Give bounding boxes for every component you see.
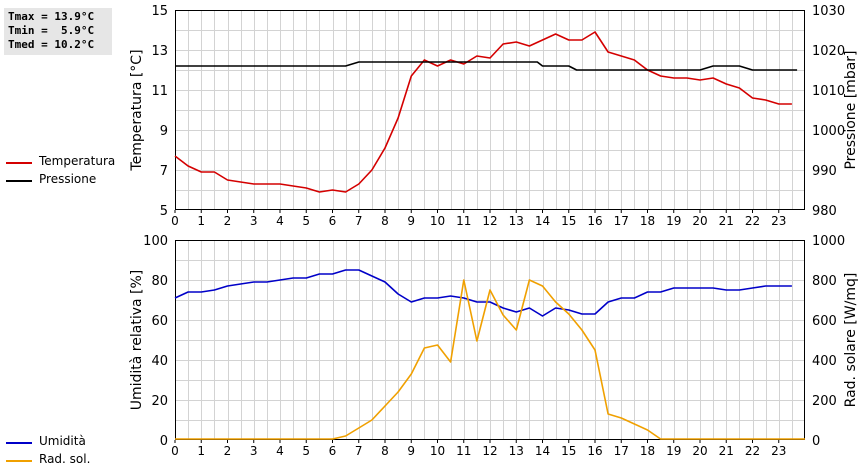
- tmin-label: Tmin = 5.9°C: [8, 24, 95, 37]
- x-tick-label: 6: [329, 444, 337, 458]
- y2-axis-title: Pressione [mbar]: [843, 50, 859, 169]
- x-tick-label: 1: [197, 444, 205, 458]
- x-tick-label: 5: [302, 444, 310, 458]
- chart-panel-hum: 0 1 2 3 4 5 6 7 8 9 10 11 12 13 14 15 16 17 18 19 20 21 22 2302…: [129, 234, 859, 458]
- stats-box: Tmax = 13.9°C Tmin = 5.9°C Tmed = 10.2°C: [4, 8, 112, 55]
- x-tick-label: 18: [640, 214, 655, 228]
- x-tick-label: 4: [276, 444, 284, 458]
- x-tick-label: 0: [171, 444, 179, 458]
- y-tick-label: 15: [151, 4, 168, 19]
- x-tick-label: 9: [407, 214, 415, 228]
- y-axis-title: Temperatura [°C]: [129, 49, 145, 171]
- series-line-umidit: [174, 269, 792, 317]
- x-tick-label: 21: [719, 444, 734, 458]
- x-tick-label: 20: [692, 444, 707, 458]
- legend-swatch-humidity: [6, 442, 32, 444]
- x-tick-label: 12: [482, 214, 497, 228]
- tmax-label: Tmax = 13.9°C: [8, 10, 95, 23]
- x-tick-label: 14: [535, 214, 550, 228]
- y2-tick-label: 600: [812, 314, 837, 329]
- legend-label-humidity: Umidità: [39, 434, 86, 448]
- tmed-label: Tmed = 10.2°C: [8, 38, 95, 51]
- x-tick-label: 14: [535, 444, 550, 458]
- y-tick-label: 7: [160, 164, 168, 179]
- x-tick-label: 13: [509, 214, 524, 228]
- x-tick-label: 19: [666, 444, 681, 458]
- x-tick-label: 6: [329, 214, 337, 228]
- y2-tick-label: 400: [812, 354, 837, 369]
- y-tick-label: 40: [151, 354, 168, 369]
- y2-tick-label: 0: [812, 434, 820, 449]
- series-line-rad-sol: [175, 279, 805, 440]
- x-tick-label: 7: [355, 214, 363, 228]
- y2-tick-label: 1020: [812, 44, 845, 59]
- x-tick-label: 8: [381, 214, 389, 228]
- x-tick-label: 2: [224, 444, 232, 458]
- x-tick-label: 23: [771, 214, 786, 228]
- y-tick-label: 60: [151, 314, 168, 329]
- x-tick-label: 4: [276, 214, 284, 228]
- y2-tick-label: 980: [812, 204, 837, 219]
- y2-tick-label: 1010: [812, 84, 845, 99]
- y2-tick-label: 800: [812, 274, 837, 289]
- y2-tick-label: 990: [812, 164, 837, 179]
- y2-tick-label: 1000: [812, 124, 845, 139]
- legend-label-pressure: Pressione: [39, 172, 97, 186]
- x-tick-label: 8: [381, 444, 389, 458]
- legend-label-temperature: Temperatura: [39, 154, 116, 168]
- x-tick-label: 11: [456, 444, 471, 458]
- y-axis-title: Umidità relativa [%]: [129, 270, 145, 411]
- chart-panel-temp: 0 1 2 3 4 5 6 7 8 9 10 11 12 13 14 15 16 17 18 19 20 21 22 2357…: [129, 4, 859, 228]
- x-tick-label: 15: [561, 214, 576, 228]
- x-tick-label: 22: [745, 214, 760, 228]
- y-tick-label: 11: [151, 84, 168, 99]
- legend-swatch-radiation: [6, 460, 32, 462]
- x-tick-label: 17: [614, 214, 629, 228]
- weather-charts: 0 1 2 3 4 5 6 7 8 9 10 11 12 13 14 15 16 17 18 19 20 21 22 2357…: [129, 4, 859, 458]
- x-tick-label: 19: [666, 214, 681, 228]
- x-tick-label: 7: [355, 444, 363, 458]
- x-tick-label: 17: [614, 444, 629, 458]
- y-tick-label: 20: [151, 394, 168, 409]
- y-tick-label: 5: [160, 204, 168, 219]
- x-tick-label: 3: [250, 444, 258, 458]
- x-tick-label: 10: [430, 214, 445, 228]
- y2-tick-label: 1030: [812, 4, 845, 19]
- x-tick-label: 1: [197, 214, 205, 228]
- y-tick-label: 9: [160, 124, 168, 139]
- x-tick-label: 16: [587, 214, 602, 228]
- x-tick-label: 23: [771, 444, 786, 458]
- x-tick-label: 3: [250, 214, 258, 228]
- x-tick-label: 21: [719, 214, 734, 228]
- x-tick-label: 18: [640, 444, 655, 458]
- x-tick-label: 2: [224, 214, 232, 228]
- y-tick-label: 0: [160, 434, 168, 449]
- series-line-pressione: [175, 61, 798, 71]
- x-tick-label: 13: [509, 444, 524, 458]
- y2-tick-label: 200: [812, 394, 837, 409]
- x-tick-label: 9: [407, 444, 415, 458]
- x-tick-label: 5: [302, 214, 310, 228]
- x-tick-label: 15: [561, 444, 576, 458]
- plot-frame: [175, 10, 805, 210]
- y2-axis-title: Rad. solare [W/mq]: [843, 273, 859, 408]
- plot-frame: [175, 240, 805, 440]
- x-tick-label: 22: [745, 444, 760, 458]
- x-tick-label: 12: [482, 444, 497, 458]
- x-tick-label: 0: [171, 214, 179, 228]
- x-tick-label: 20: [692, 214, 707, 228]
- y2-tick-label: 1000: [812, 234, 845, 249]
- legend-swatch-pressure: [6, 180, 32, 182]
- y-tick-label: 80: [151, 274, 168, 289]
- x-tick-label: 11: [456, 214, 471, 228]
- x-tick-label: 10: [430, 444, 445, 458]
- legend-swatch-temperature: [6, 162, 32, 164]
- y-tick-label: 13: [151, 44, 168, 59]
- x-tick-label: 16: [587, 444, 602, 458]
- y-tick-label: 100: [143, 234, 168, 249]
- series-line-temperatura: [174, 31, 792, 193]
